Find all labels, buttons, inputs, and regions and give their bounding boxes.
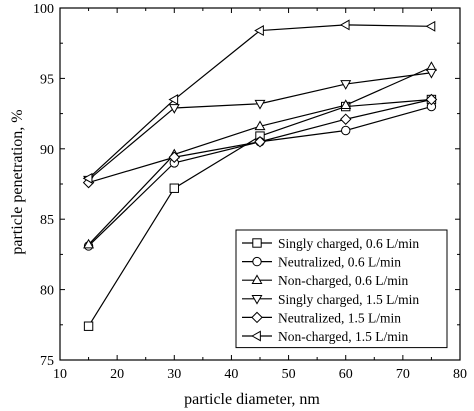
- y-tick-label: 75: [40, 354, 54, 369]
- data-point: [254, 99, 266, 110]
- data-point: [254, 25, 264, 37]
- data-point: [425, 20, 436, 32]
- legend-marker: [251, 274, 263, 285]
- data-point: [339, 113, 352, 125]
- legend-entry: Non-charged, 1.5 L/min: [242, 329, 408, 344]
- data-point: [254, 136, 266, 148]
- y-tick-label: 100: [33, 2, 54, 17]
- data-point: [83, 321, 94, 331]
- legend-entry: Neutralized, 1.5 L/min: [242, 310, 401, 325]
- data-point: [339, 19, 350, 31]
- legend-label: Neutralized, 1.5 L/min: [278, 310, 401, 325]
- x-tick-label: 10: [53, 367, 67, 382]
- data-point: [254, 120, 266, 131]
- data-series: [82, 19, 438, 331]
- data-point: [425, 93, 438, 106]
- data-point: [340, 99, 352, 110]
- legend: Singly charged, 0.6 L/min Neutralized, 0.…: [235, 229, 448, 349]
- legend-marker: [252, 238, 262, 248]
- legend-marker: [251, 311, 263, 324]
- legend-label: Neutralized, 0.6 L/min: [278, 255, 401, 270]
- x-tick-label: 20: [110, 367, 124, 382]
- legend-label: Singly charged, 0.6 L/min: [278, 236, 419, 251]
- series-triangle-up: [83, 61, 437, 249]
- legend-marker: [252, 256, 262, 267]
- y-tick-label: 95: [40, 72, 54, 87]
- x-tick-label: 60: [339, 367, 353, 382]
- y-axis-label: particle penetration, %: [9, 109, 26, 254]
- legend-entry: Singly charged, 1.5 L/min: [242, 292, 419, 307]
- series-triangle-down: [83, 68, 437, 186]
- data-point: [82, 172, 93, 184]
- legend-label: Non-charged, 0.6 L/min: [278, 273, 408, 288]
- x-tick-label: 50: [282, 367, 296, 382]
- x-tick-label: 70: [396, 367, 410, 382]
- x-tick-label: 80: [453, 367, 467, 382]
- data-point: [341, 125, 351, 136]
- y-tick-label: 90: [40, 143, 54, 158]
- data-point: [168, 104, 180, 114]
- data-point: [425, 68, 437, 79]
- data-point: [168, 94, 179, 105]
- x-axis-label: particle diameter, nm: [184, 391, 320, 408]
- axis-ticks: 10 20 30 40 50 60 70 80 75 80 85 90 95 100: [33, 2, 467, 382]
- legend-entry: Neutralized, 0.6 L/min: [242, 255, 401, 270]
- data-point: [169, 183, 179, 193]
- data-point: [168, 151, 181, 163]
- series-line: [88, 66, 432, 245]
- legend-entry: Non-charged, 0.6 L/min: [242, 273, 408, 288]
- legend-marker: [251, 294, 263, 305]
- legend-marker: [251, 330, 261, 342]
- data-point: [340, 80, 352, 90]
- legend-box: [235, 229, 448, 349]
- series-triangle-left: [82, 19, 436, 184]
- legend-label: Singly charged, 1.5 L/min: [278, 292, 419, 307]
- legend-entry: Singly charged, 0.6 L/min: [242, 236, 419, 251]
- x-tick-label: 40: [224, 367, 238, 382]
- data-point: [83, 238, 95, 249]
- y-tick-label: 80: [40, 284, 54, 299]
- legend-label: Non-charged, 1.5 L/min: [278, 329, 408, 344]
- x-tick-label: 30: [167, 367, 181, 382]
- y-tick-label: 85: [40, 213, 54, 228]
